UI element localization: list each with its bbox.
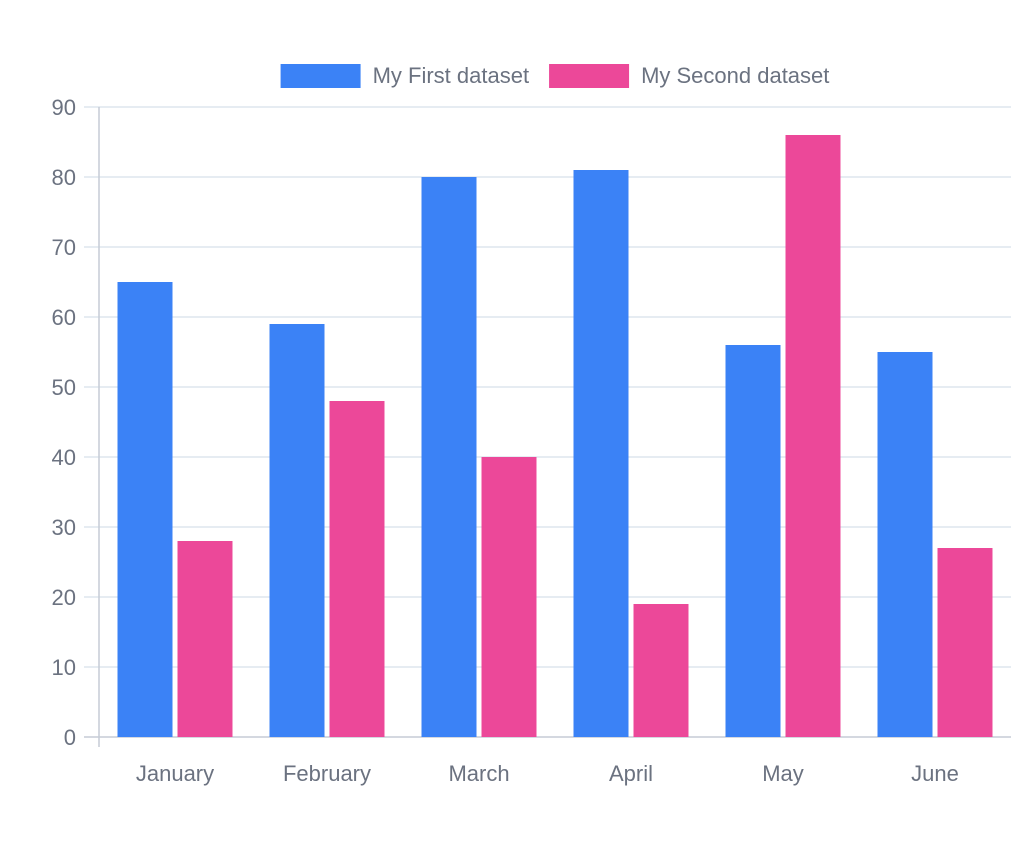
bar[interactable] bbox=[725, 345, 781, 737]
legend-item[interactable]: My First dataset bbox=[280, 63, 529, 88]
y-tick-label: 90 bbox=[52, 95, 76, 120]
grid-lines bbox=[84, 106, 1011, 747]
bar[interactable] bbox=[633, 604, 689, 737]
bar[interactable] bbox=[269, 324, 325, 737]
bar[interactable] bbox=[937, 548, 993, 737]
bar[interactable] bbox=[177, 541, 233, 737]
y-tick-label: 60 bbox=[52, 305, 76, 330]
x-category-label: April bbox=[609, 761, 653, 786]
legend-swatch bbox=[549, 64, 630, 88]
bar[interactable] bbox=[573, 170, 629, 737]
y-tick-label: 40 bbox=[52, 445, 76, 470]
bar[interactable] bbox=[785, 135, 841, 737]
bar[interactable] bbox=[877, 352, 933, 737]
x-category-label: May bbox=[762, 761, 804, 786]
y-tick-label: 20 bbox=[52, 585, 76, 610]
y-tick-label: 0 bbox=[64, 725, 76, 750]
x-category-label: February bbox=[283, 761, 371, 786]
bar[interactable] bbox=[329, 401, 385, 737]
y-axis-ticks: 0 10 20 30 40 50 60 70 80 90 bbox=[52, 95, 76, 750]
y-tick-label: 30 bbox=[52, 515, 76, 540]
y-tick-label: 70 bbox=[52, 235, 76, 260]
x-category-label: June bbox=[911, 761, 959, 786]
y-tick-label: 80 bbox=[52, 165, 76, 190]
bar[interactable] bbox=[117, 282, 173, 737]
bar[interactable] bbox=[481, 457, 537, 737]
legend-label: My First dataset bbox=[373, 63, 529, 88]
y-tick-label: 10 bbox=[52, 655, 76, 680]
bar[interactable] bbox=[421, 177, 477, 737]
x-category-label: January bbox=[136, 761, 214, 786]
legend-item[interactable]: My Second dataset bbox=[549, 63, 829, 88]
legend-label: My Second dataset bbox=[641, 63, 829, 88]
x-category-label: March bbox=[448, 761, 509, 786]
legend[interactable]: My First dataset My Second dataset bbox=[280, 63, 830, 88]
y-tick-label: 50 bbox=[52, 375, 76, 400]
legend-swatch bbox=[280, 64, 361, 88]
x-axis-categories: January February March April May June bbox=[136, 761, 959, 786]
bars bbox=[117, 135, 993, 737]
